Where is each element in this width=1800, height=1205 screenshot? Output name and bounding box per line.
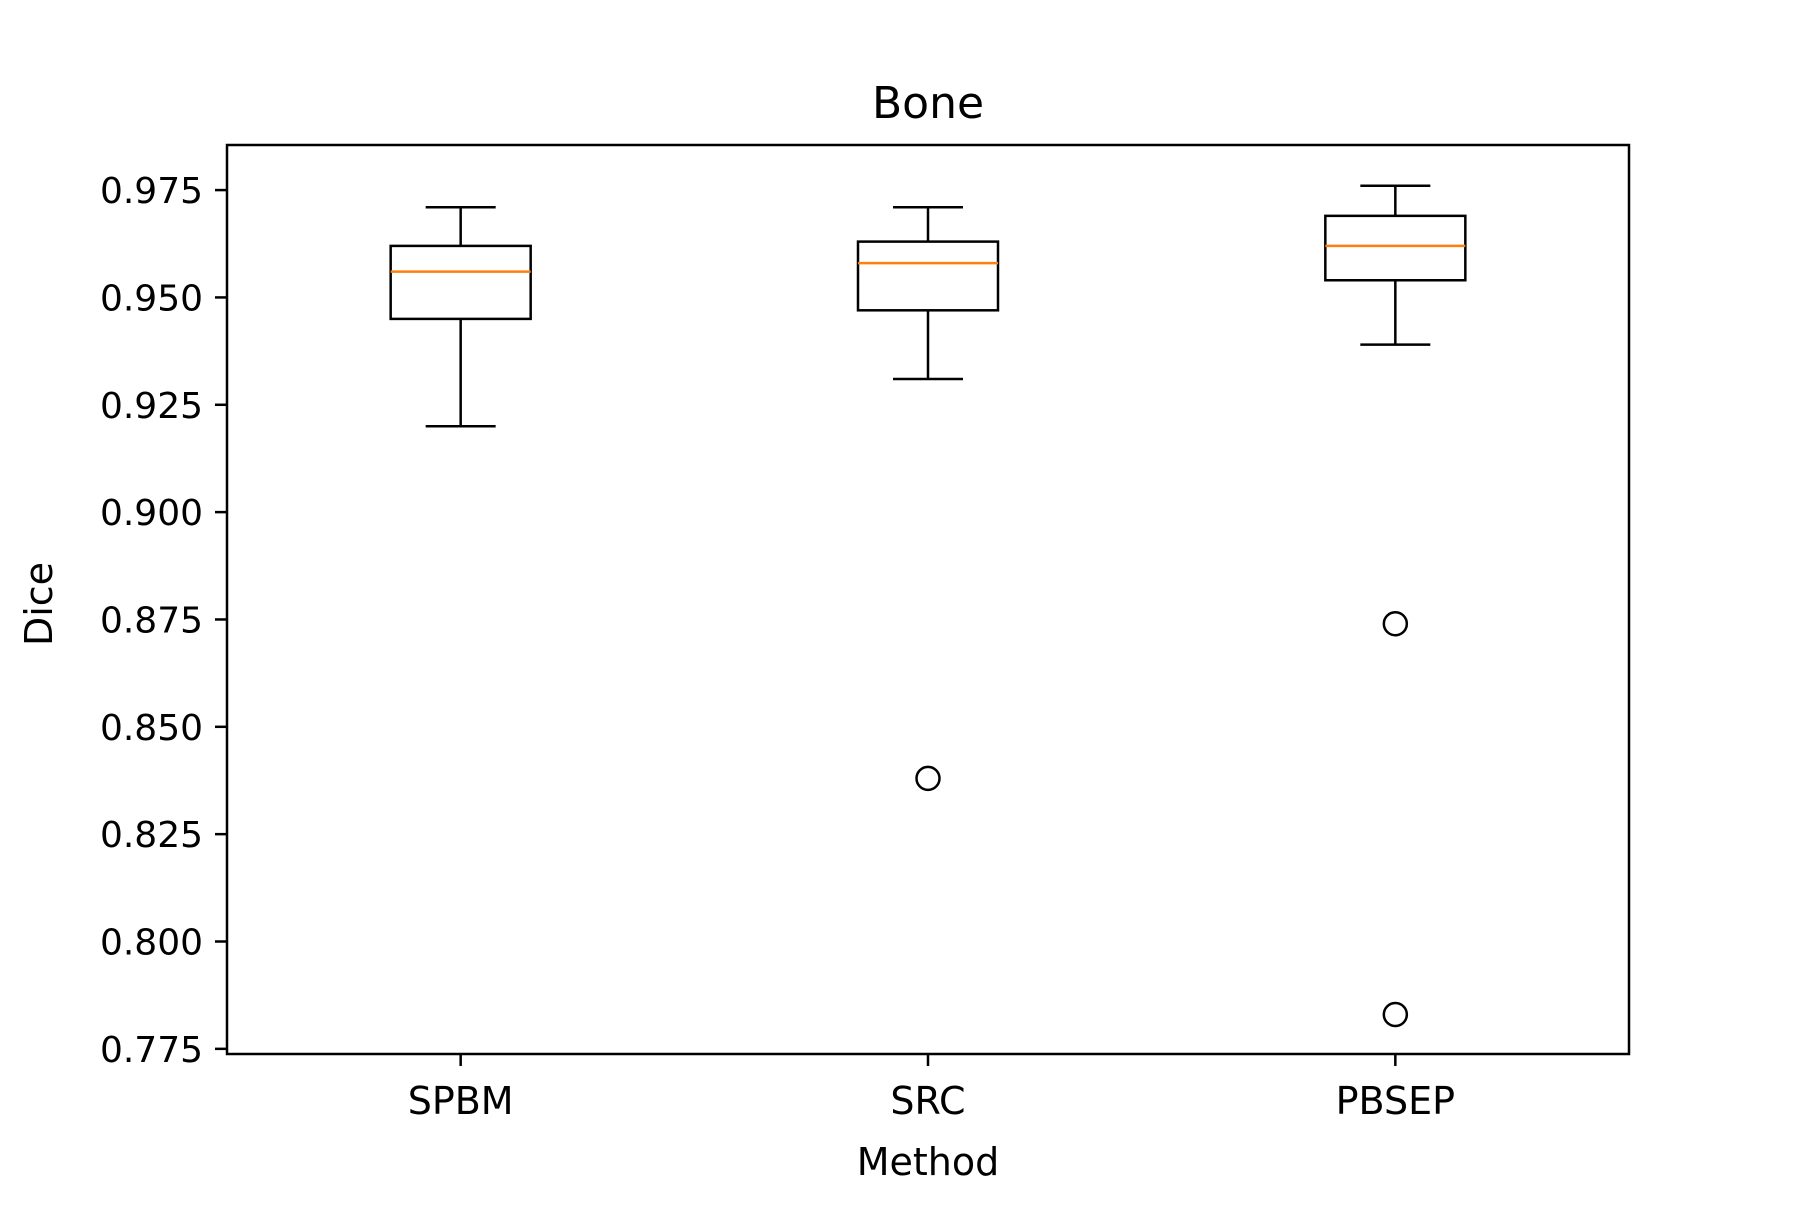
y-tick-label: 0.875 <box>100 600 203 641</box>
x-tick-label: SRC <box>890 1079 965 1123</box>
outlier-point <box>1382 611 1409 637</box>
chart-title: Bone <box>872 78 984 129</box>
box-src <box>856 206 1000 792</box>
box-iqr <box>856 240 1000 312</box>
y-tick-label: 0.975 <box>100 171 203 212</box>
y-tick-label: 0.775 <box>100 1030 203 1071</box>
y-tick-label: 0.850 <box>100 708 203 749</box>
y-axis-label: Dice <box>17 562 61 646</box>
y-tick-label: 0.925 <box>100 386 203 427</box>
box-pbsep <box>1324 184 1467 1028</box>
y-tick-label: 0.825 <box>100 815 203 856</box>
y-tick-label: 0.800 <box>100 923 203 964</box>
x-tick-label: SPBM <box>408 1079 514 1123</box>
y-tick-label: 0.950 <box>100 278 203 319</box>
x-axis-label: Method <box>857 1140 1000 1184</box>
box-iqr <box>1324 214 1467 282</box>
plot-frame <box>225 143 1631 1056</box>
box-spbm <box>389 206 532 428</box>
y-tick-label: 0.900 <box>100 493 203 534</box>
outlier-point <box>1382 1001 1409 1028</box>
boxes-layer <box>389 184 1467 1028</box>
y-axis: 0.775 0.800 0.825 0.850 0.875 0.900 0.925 0.950… <box>100 171 227 1071</box>
x-axis: SPBM SRC PBSEP <box>408 1054 1455 1123</box>
x-tick-label: PBSEP <box>1336 1079 1455 1123</box>
box-iqr <box>389 244 532 321</box>
outlier-point <box>915 765 941 792</box>
